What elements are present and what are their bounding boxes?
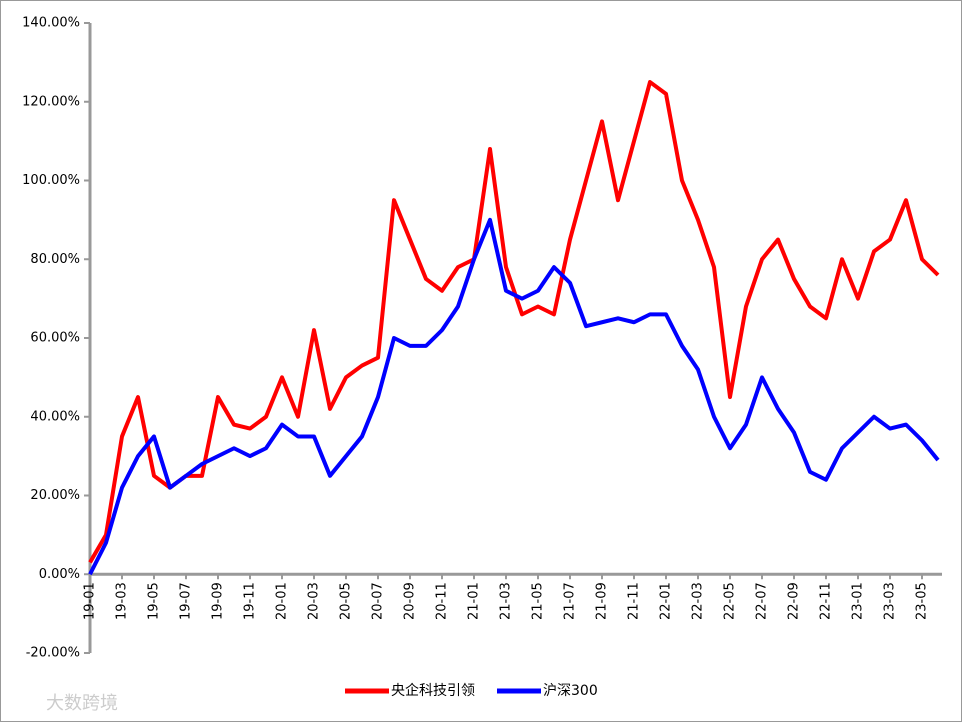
x-tick-label: 21-05 [531,582,546,620]
x-tick-label: 20-03 [307,582,322,620]
x-tick-label: 23-01 [851,582,866,620]
x-tick-label: 21-03 [499,582,514,620]
legend-label: 沪深300 [543,683,598,699]
x-tick-label: 22-03 [691,582,706,620]
watermark: 大数跨境 [46,693,118,714]
x-tick-label: 21-09 [595,582,610,620]
x-tick-label: 19-01 [83,582,98,620]
y-tick-label: -20.00% [26,646,80,661]
x-tick-label: 21-07 [563,582,578,620]
x-tick-label: 20-07 [371,582,386,620]
y-tick-label: 100.00% [22,173,80,188]
x-tick-label: 22-09 [787,582,802,620]
series-line [88,80,940,564]
legend-label: 央企科技引领 [391,682,475,699]
x-tick-label: 19-03 [115,582,130,620]
y-tick-label: 120.00% [22,94,80,109]
x-tick-label: 22-01 [659,582,674,620]
y-tick-label: 80.00% [30,252,80,267]
x-tick-label: 20-01 [275,582,290,620]
series-line [88,217,940,576]
x-tick-label: 20-09 [403,582,418,620]
y-tick-label: 60.00% [30,331,80,346]
x-tick-label: 21-01 [467,582,482,620]
y-tick-label: 0.00% [39,567,80,582]
y-tick-label: 20.00% [30,488,80,503]
x-tick-label: 22-11 [819,582,834,620]
x-tick-label: 23-05 [915,582,930,620]
x-tick-label: 19-11 [243,582,258,620]
x-tick-label: 19-09 [211,582,226,620]
x-tick-label: 23-03 [883,582,898,620]
y-tick-label: 40.00% [30,409,80,424]
x-tick-label: 20-05 [339,582,354,620]
x-tick-label: 22-07 [755,582,770,620]
x-tick-label: 19-07 [179,582,194,620]
x-tick-label: 21-11 [627,582,642,620]
y-tick-label: 140.00% [22,16,80,31]
x-tick-label: 19-05 [147,582,162,620]
x-tick-label: 20-11 [435,582,450,620]
x-tick-label: 22-05 [723,582,738,620]
